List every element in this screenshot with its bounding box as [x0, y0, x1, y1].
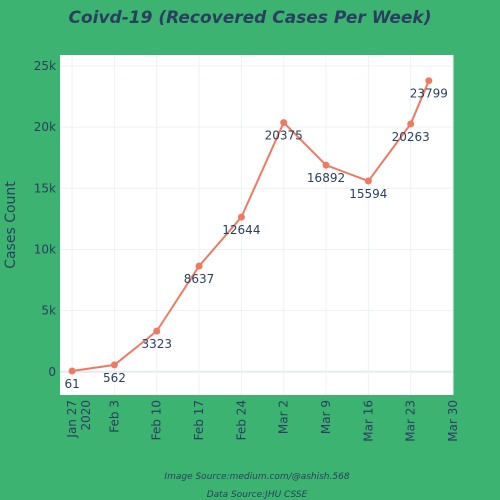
- data-point: [322, 161, 330, 169]
- series-line: [71, 80, 430, 373]
- y-tick-label: 25k: [34, 59, 56, 73]
- data-point: [364, 177, 372, 185]
- data-label: 20263: [392, 130, 430, 144]
- data-point: [237, 213, 245, 221]
- x-tick-label: Mar 23: [404, 400, 418, 442]
- data-label: 61: [64, 377, 79, 391]
- x-tick-label: Mar 9: [319, 400, 333, 434]
- y-axis: 0 5k 10k 15k 20k 25k: [34, 59, 56, 379]
- x-tick-label: Feb 10: [150, 400, 164, 440]
- y-tick-label: 5k: [41, 304, 56, 318]
- x-tick-label: Feb 24: [234, 400, 248, 440]
- x-tick-label: Jan 272020: [65, 400, 93, 439]
- data-point: [407, 120, 415, 128]
- chart-title: Coivd-19 (Recovered Cases Per Week): [68, 8, 431, 28]
- data-point: [153, 327, 161, 335]
- grid: [60, 55, 454, 395]
- data-label: 3323: [141, 337, 172, 351]
- data-label: 16892: [307, 171, 345, 185]
- data-source-note: Data Source:JHU CSSE: [207, 490, 308, 500]
- data-point: [110, 361, 118, 369]
- y-tick-label: 15k: [34, 181, 56, 195]
- x-tick-label: Mar 16: [361, 400, 375, 442]
- data-point: [280, 119, 288, 127]
- x-axis: Jan 272020 Feb 3 Feb 10 Feb 17 Feb 24 Mar 2 Ma…: [65, 400, 460, 442]
- x-tick-label: Feb 17: [192, 400, 206, 440]
- data-point: [425, 77, 433, 85]
- y-tick-label: 20k: [34, 120, 56, 134]
- y-tick-label: 10k: [34, 242, 56, 256]
- x-tick-label: Feb 3: [107, 400, 121, 433]
- data-label: 8637: [184, 272, 215, 286]
- data-point: [68, 367, 76, 375]
- data-label: 562: [103, 371, 126, 385]
- data-label: 20375: [265, 129, 303, 143]
- data-point: [195, 262, 203, 270]
- plot-area: [60, 55, 453, 395]
- data-label: 15594: [349, 187, 387, 201]
- data-label: 12644: [222, 223, 260, 237]
- image-source-note: Image Source:medium.com/@ashish.568: [164, 472, 349, 482]
- y-tick-label: 0: [48, 365, 56, 379]
- x-tick-label: Mar 2: [277, 400, 291, 434]
- x-tick-label: Mar 30: [446, 400, 460, 442]
- data-label: 23799: [410, 87, 448, 101]
- series: 61 562 3323 8637 12644 20375 16892 15594 20263 23…: [64, 77, 448, 391]
- y-axis-title: Cases Count: [3, 181, 19, 269]
